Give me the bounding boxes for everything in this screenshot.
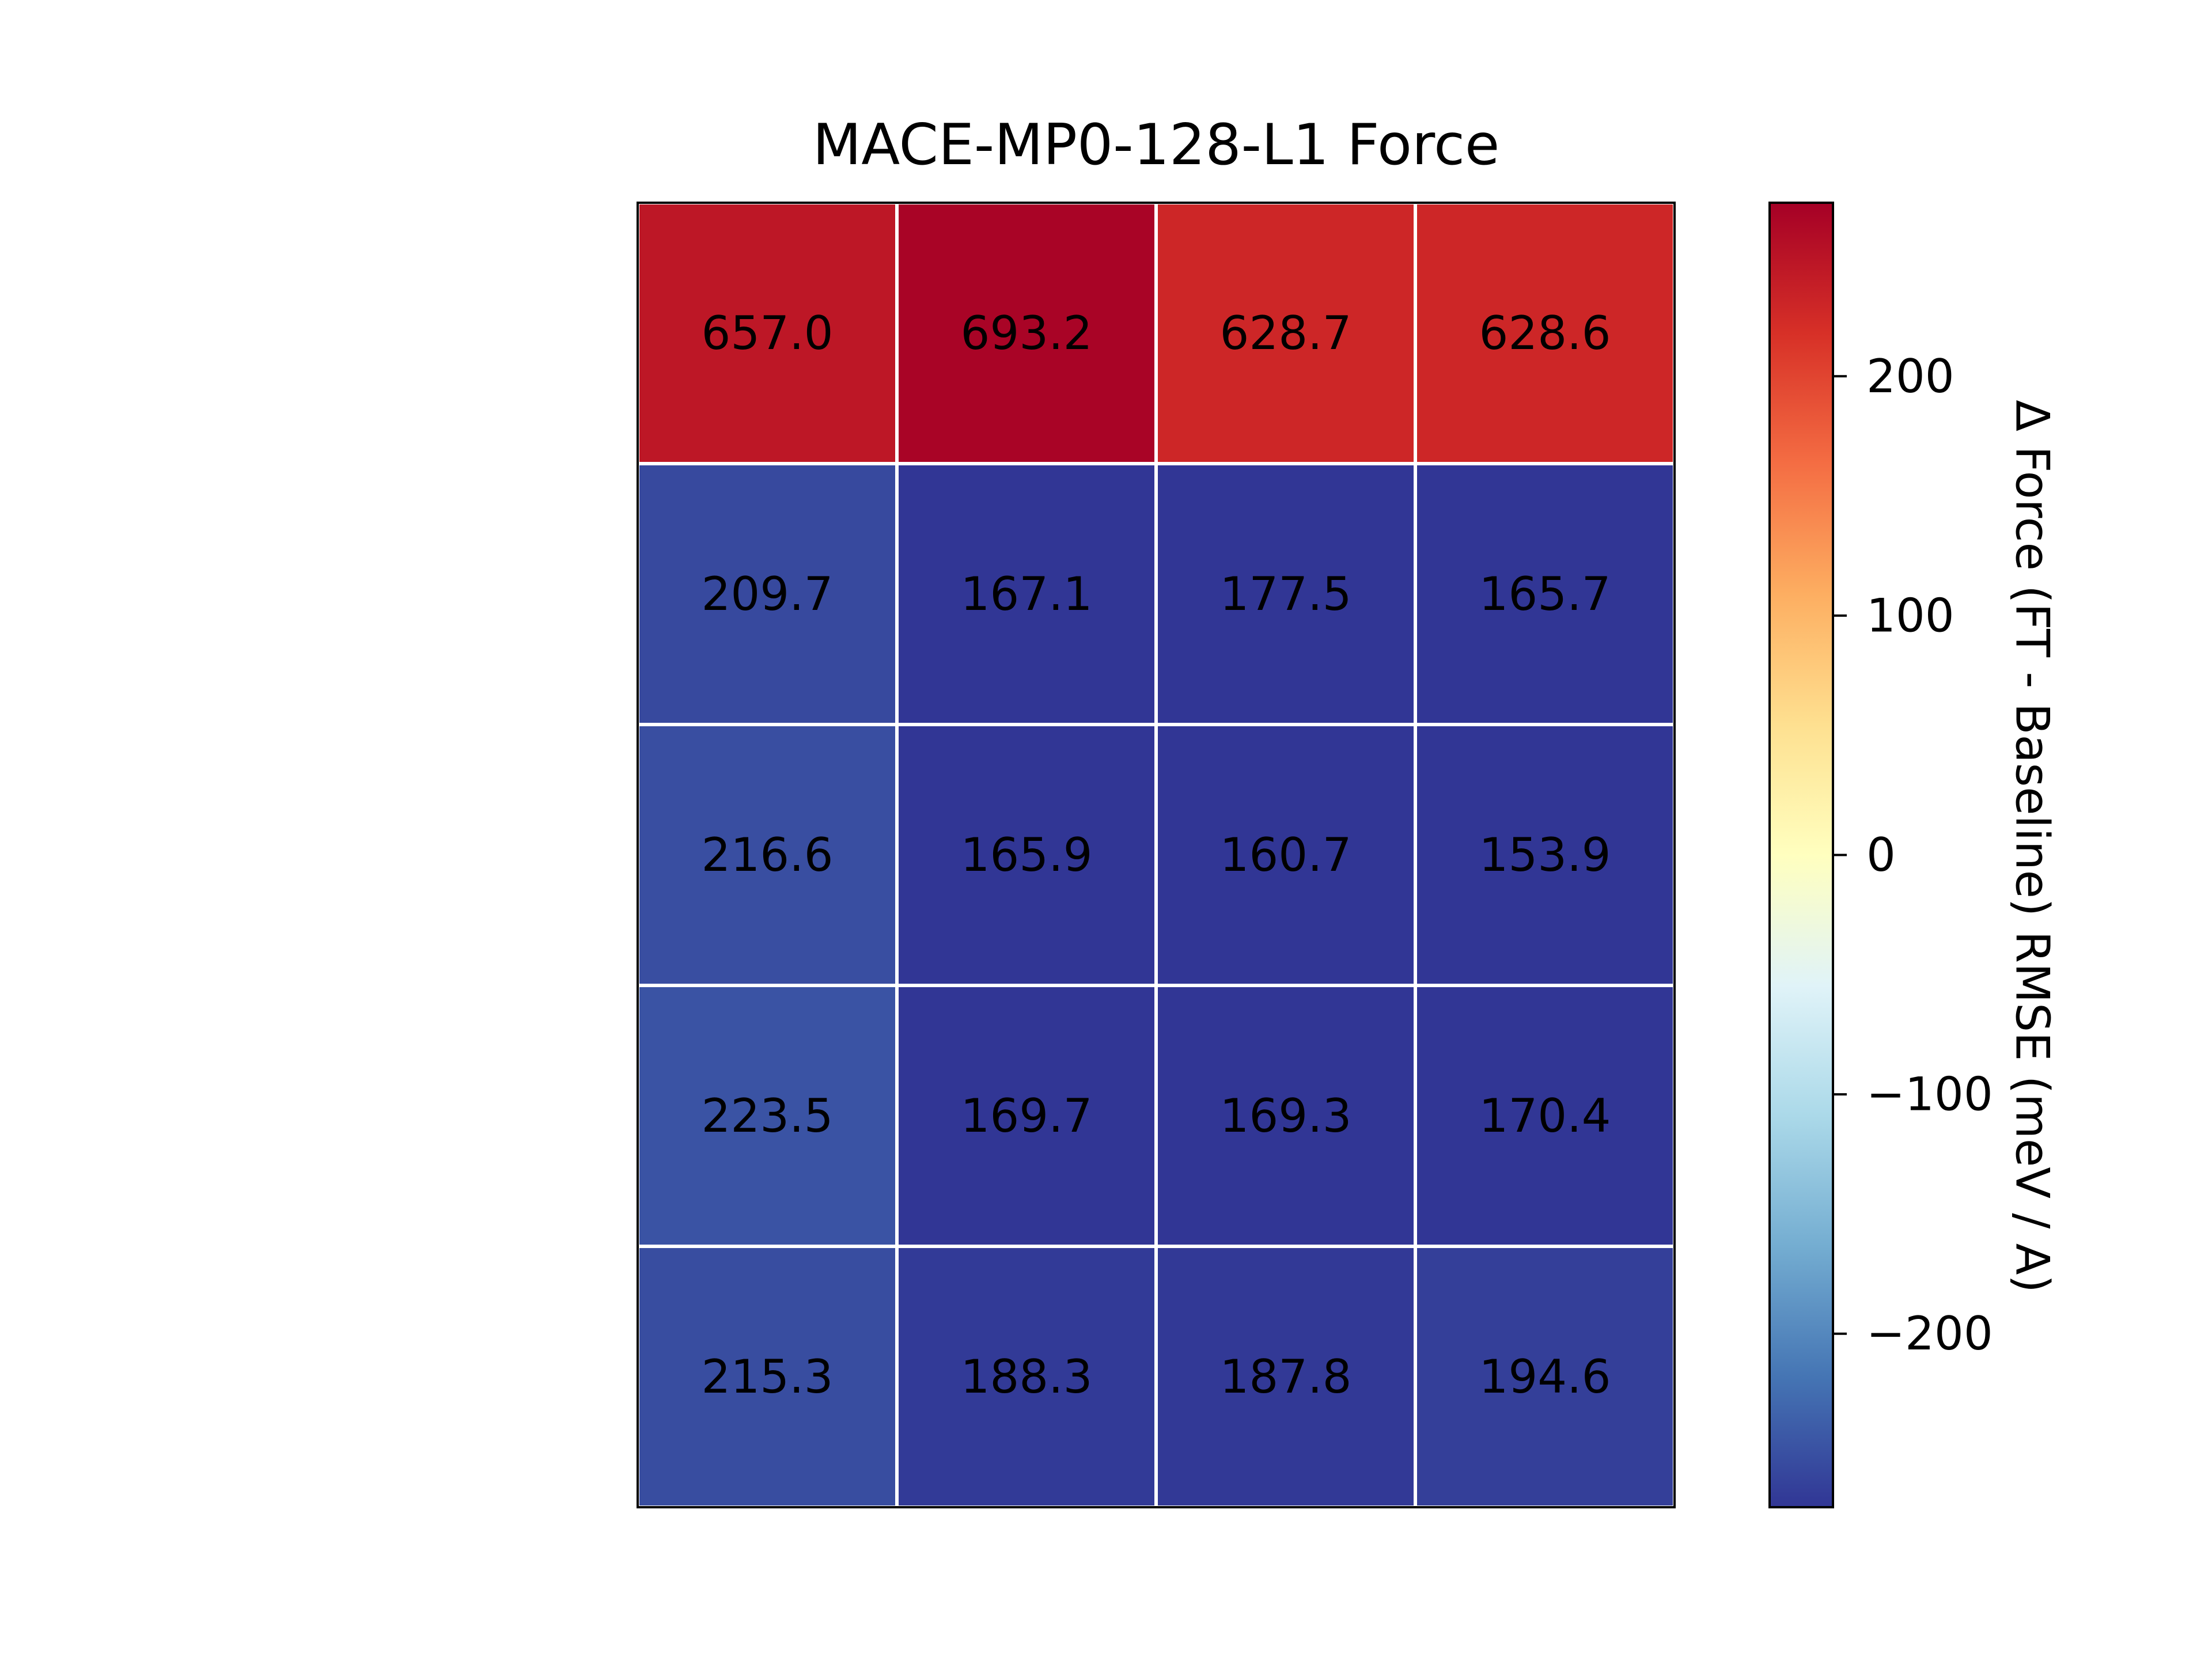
- plot-frame: [637, 202, 1676, 1508]
- colorbar-tick-label: −200: [1866, 1307, 1993, 1360]
- colorbar-tick-label: 0: [1866, 828, 1896, 882]
- heatmap-cell: [639, 726, 895, 984]
- heatmap-cell: [639, 465, 895, 723]
- cell-value-label: 628.7: [1219, 306, 1351, 360]
- cell-value-label: 215.3: [701, 1350, 833, 1404]
- heatmap-cell: [1417, 1248, 1673, 1505]
- cell-value-label: 693.2: [960, 306, 1092, 360]
- heatmap-cell: [1158, 204, 1414, 462]
- cell-value-label: 223.5: [701, 1089, 833, 1143]
- colorbar-label: Δ Force (FT - Baseline) RMSE (meV / A): [2006, 400, 2059, 1292]
- heatmap-cell: [899, 204, 1154, 462]
- heatmap-cell: [1158, 465, 1414, 723]
- cell-value-label: 657.0: [701, 306, 833, 360]
- heatmap-cell: [639, 987, 895, 1245]
- chart-title: MACE-MP0-128-L1 Force: [813, 112, 1500, 178]
- heatmap-cell: [639, 204, 895, 462]
- colorbar-tick-label: 100: [1866, 589, 1955, 642]
- heatmap-cell: [1417, 987, 1673, 1245]
- cell-value-label: 188.3: [960, 1350, 1092, 1404]
- cell-value-label: 194.6: [1479, 1350, 1611, 1404]
- heatmap-cell: [1158, 1248, 1414, 1505]
- colorbar-tick-label: 200: [1866, 350, 1955, 403]
- heatmap-cell: [1417, 726, 1673, 984]
- colorbar-tick-label: −100: [1866, 1068, 1993, 1121]
- cell-value-label: 177.5: [1219, 567, 1351, 621]
- cell-value-label: 216.6: [701, 828, 833, 882]
- cell-value-label: 165.7: [1479, 567, 1611, 621]
- heatmap-cell: [899, 987, 1154, 1245]
- cell-value-label: 169.7: [960, 1089, 1092, 1143]
- cell-value-label: 628.6: [1479, 306, 1611, 360]
- heatmap-cells: 657.0 693.2 628.7 628.6 209.7 167.1 177.5 165.7…: [639, 204, 1673, 1505]
- colorbar-ticks: −200 −100 0 100 200: [1833, 350, 1993, 1360]
- cell-value-label: 167.1: [960, 567, 1092, 621]
- heatmap-cell: [1417, 204, 1673, 462]
- cell-value-label: 160.7: [1219, 828, 1351, 882]
- cell-value-label: 169.3: [1219, 1089, 1351, 1143]
- cell-value-label: 153.9: [1479, 828, 1611, 882]
- heatmap-cell: [1158, 987, 1414, 1245]
- heatmap-cell: [1417, 465, 1673, 723]
- heatmap-cell: [1158, 726, 1414, 984]
- heatmap-cell: [639, 1248, 895, 1505]
- cell-value-label: 165.9: [960, 828, 1092, 882]
- heatmap-cell: [899, 465, 1154, 723]
- heatmap-cell: [899, 726, 1154, 984]
- cell-value-label: 209.7: [701, 567, 833, 621]
- cell-value-label: 170.4: [1479, 1089, 1611, 1143]
- heatmap-cell: [899, 1248, 1154, 1505]
- colorbar: [1768, 202, 1834, 1508]
- cell-value-label: 187.8: [1219, 1350, 1351, 1404]
